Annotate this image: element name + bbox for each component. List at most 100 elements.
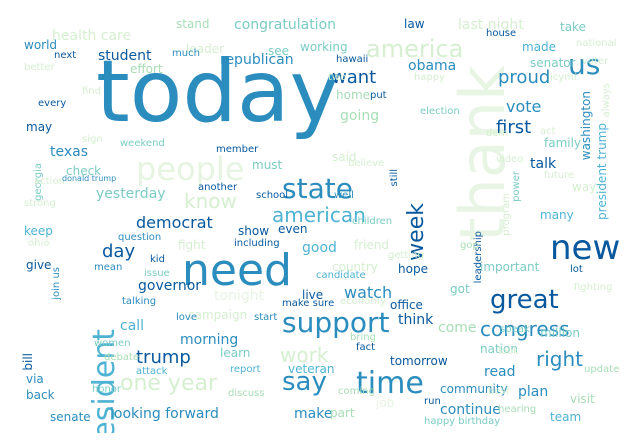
word-issue: issue (144, 268, 170, 279)
word-today: today (96, 42, 341, 142)
word-time: time (356, 366, 424, 401)
word-part: part (330, 406, 355, 420)
word-including: including (234, 238, 280, 249)
word-us: us (568, 48, 601, 81)
word-happy-birthday: happy birthday (424, 416, 501, 427)
word-president-trump: president trump (595, 123, 609, 220)
word-donald-trump: donald trump (62, 174, 117, 183)
word-republican: republican (220, 52, 294, 68)
word-going: going (340, 108, 380, 124)
word-via: via (26, 372, 44, 386)
word-think: think (398, 312, 434, 328)
word-honor: honor (92, 384, 122, 395)
word-much: much (172, 48, 200, 59)
word-another: another (198, 182, 238, 193)
word-know: know (184, 189, 237, 213)
word-always: always (601, 83, 612, 118)
word-stand: stand (176, 17, 210, 31)
word-see: see (268, 44, 290, 58)
word-right: right (536, 347, 583, 371)
word-morning: morning (180, 332, 239, 348)
word-weekend: weekend (120, 138, 165, 149)
word-believe: believe (348, 158, 385, 169)
word-watch: watch (344, 283, 393, 302)
word-tonight: tonight (214, 288, 265, 304)
word-make: make (294, 406, 333, 422)
word-fighting: fighting (574, 282, 613, 293)
word-next: next (54, 50, 77, 61)
word-fight: fight (178, 238, 206, 252)
word-leadership: leadership (473, 231, 484, 284)
word-leader: leader (186, 42, 225, 56)
word-election: election (420, 106, 460, 117)
word-good: good (302, 240, 337, 256)
word-cloud: today thank need people new president state sup… (10, 7, 622, 433)
word-job: job (376, 396, 395, 410)
word-washington: washington (579, 91, 593, 161)
word-new: new (550, 228, 621, 268)
word-got: got (450, 282, 470, 296)
word-community: community (440, 382, 508, 396)
word-love: love (176, 312, 197, 323)
word-action: action (34, 176, 65, 187)
word-school: school (256, 190, 289, 201)
word-trump: trump (136, 347, 191, 368)
word-coming: coming (338, 386, 375, 397)
word-say: say (282, 367, 327, 397)
word-update: update (584, 364, 620, 375)
word-student: student (98, 48, 152, 64)
word-tomorrow: tomorrow (390, 354, 448, 368)
word-well: well (334, 190, 354, 201)
word-even: even (278, 222, 308, 236)
word-great: great (490, 285, 559, 315)
word-getting: getting (388, 250, 424, 261)
word-senator: senator (530, 56, 576, 70)
word-first: first (496, 117, 532, 138)
word-looking-forward: looking forward (110, 406, 219, 422)
word-congress: congress (480, 317, 570, 341)
word-world: world (24, 38, 58, 52)
word-made: made (522, 40, 557, 54)
word-learn: learn (220, 346, 251, 360)
word-obama: obama (408, 58, 457, 74)
word-make-sure: make sure (282, 298, 335, 309)
word-state: state (282, 172, 353, 205)
word-show: show (238, 224, 270, 238)
word-fact: fact (356, 342, 376, 353)
word-candidate: candidate (316, 270, 366, 281)
word-effort: effort (130, 62, 163, 76)
word-women: women (94, 338, 131, 349)
word-proud: proud (498, 67, 551, 88)
word-day: day (102, 241, 136, 262)
word-million: million (540, 326, 580, 340)
word-office: office (390, 298, 423, 312)
word-bill: bill (21, 353, 35, 371)
word-talking: talking (122, 296, 157, 307)
word-need: need (182, 245, 292, 296)
word-hope: hope (398, 262, 428, 276)
word-vote: vote (506, 97, 542, 116)
word-take: take (560, 20, 586, 34)
word-call: call (120, 318, 145, 334)
word-bring: bring (350, 332, 376, 343)
word-power: power (511, 171, 522, 202)
word-america: america (366, 35, 464, 63)
word-people: people (136, 150, 245, 188)
word-home: home (336, 88, 371, 102)
word-support: support (282, 306, 390, 339)
word-icymi: icymi (550, 72, 577, 83)
word-democrat: democrat (136, 213, 213, 232)
word-work: work (280, 343, 329, 367)
word-run: run (424, 396, 441, 407)
word-strong: strong (24, 198, 56, 209)
word-sign: sign (82, 134, 103, 145)
word-american: american (272, 203, 366, 227)
word-member: member (216, 144, 259, 155)
word-two: two (328, 72, 347, 83)
word-question: question (118, 232, 162, 243)
word-live: live (302, 288, 324, 302)
word-voter: voter (582, 56, 609, 67)
word-important: important (480, 260, 540, 274)
word-act: act (540, 126, 556, 137)
word-keep: keep (24, 224, 53, 238)
